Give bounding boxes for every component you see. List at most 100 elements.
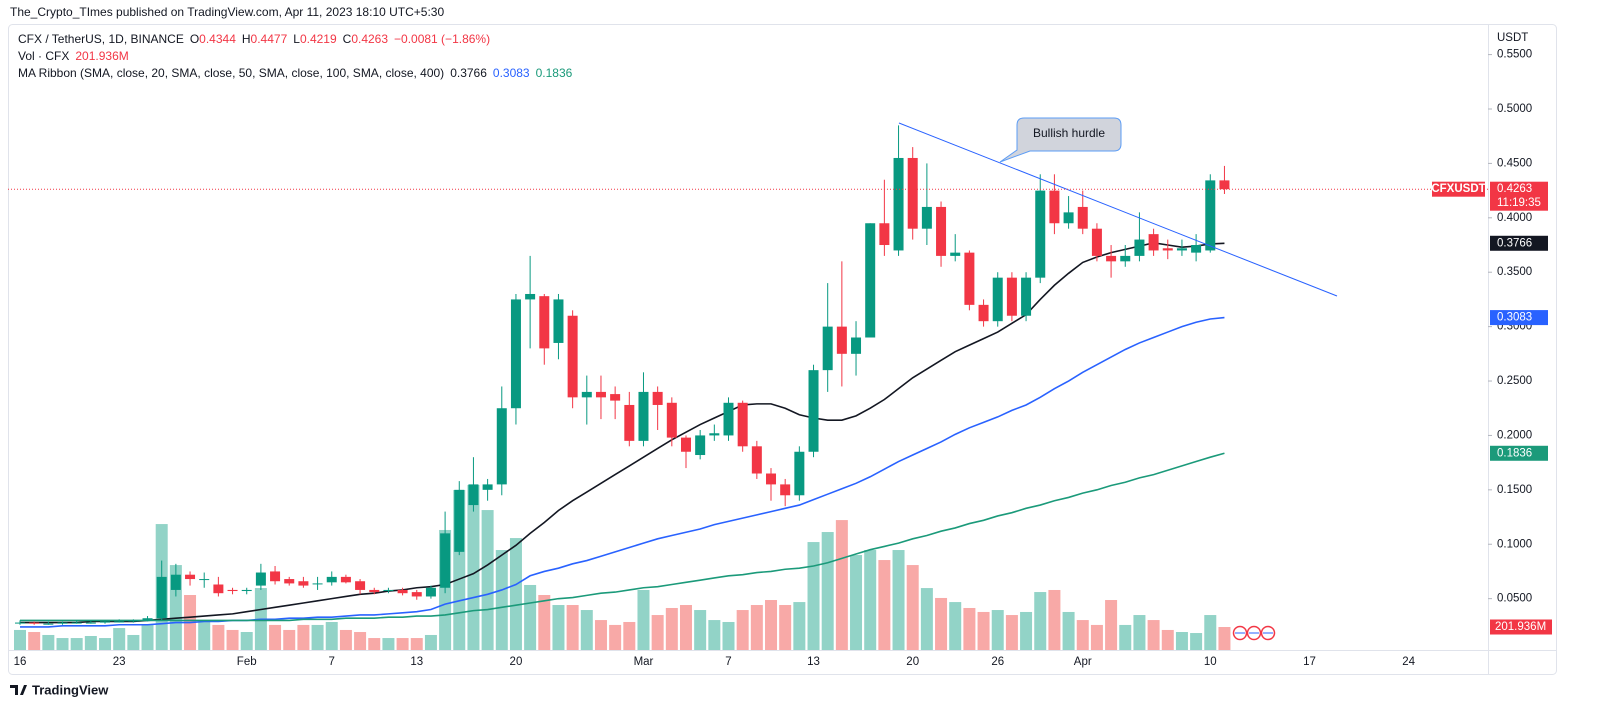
candle-body <box>1176 248 1187 251</box>
low-value: 0.4219 <box>300 32 337 46</box>
candle-body <box>907 157 918 229</box>
volume-bar <box>594 620 607 650</box>
candle-body <box>666 402 677 438</box>
brand-name: TradingView <box>32 682 109 697</box>
candle-body <box>822 326 833 371</box>
candle-body <box>737 402 748 447</box>
ma-price-box <box>1490 310 1548 326</box>
volume-bar <box>1147 620 1160 650</box>
volume-bar <box>212 624 225 650</box>
volume-bar <box>1005 615 1018 650</box>
volume-bar <box>1048 589 1061 650</box>
x-tick-label: 10 <box>1204 656 1217 668</box>
candle-body <box>326 576 337 583</box>
ma-line <box>20 316 1225 628</box>
candle-body <box>1134 239 1145 256</box>
volume-bar <box>368 638 381 650</box>
candle-body <box>1035 190 1046 278</box>
ma100-value: 0.1836 <box>536 66 573 80</box>
candle-body <box>185 574 196 580</box>
volume-bar <box>467 485 480 650</box>
y-tick-label: 0.1500 <box>1497 484 1532 496</box>
ma-price-label: 0.3083 <box>1497 312 1532 324</box>
ma-legend: MA Ribbon (SMA, close, 20, SMA, close, 5… <box>18 66 573 80</box>
candle-body <box>766 473 777 485</box>
volume-bar <box>410 638 423 650</box>
symbol: CFX / TetherUS, 1D, BINANCE <box>18 32 184 46</box>
ma50-value: 0.3083 <box>493 66 530 80</box>
volume-bar <box>793 602 806 650</box>
volume-bar <box>722 621 735 650</box>
volume-bar <box>240 632 253 650</box>
candle-body <box>893 157 904 251</box>
candle-body <box>936 206 947 256</box>
volume-bar <box>977 611 990 650</box>
candle-body <box>100 621 111 623</box>
volume-bar <box>821 532 834 650</box>
volume-bar <box>1204 615 1217 650</box>
volume-bar <box>28 632 41 650</box>
candle-body <box>15 622 25 624</box>
candle-body <box>865 223 876 338</box>
volume-bar <box>354 632 367 650</box>
y-tick-label: 0.1000 <box>1497 538 1532 550</box>
logo-icon <box>10 685 27 695</box>
ma-price-box <box>1490 445 1548 461</box>
brand-logo: TradingView <box>10 682 109 697</box>
ma-label: MA Ribbon (SMA, close, 20, SMA, close, 5… <box>18 66 444 80</box>
candle-body <box>1162 248 1173 251</box>
y-tick-label: 0.5000 <box>1497 103 1532 115</box>
change: −0.0081 (−1.86%) <box>394 32 490 46</box>
volume-bar <box>297 624 310 650</box>
candle-body <box>510 299 521 409</box>
volume-bar <box>1034 592 1047 650</box>
candle-body <box>836 326 847 354</box>
candle-body <box>156 576 167 619</box>
volume-bar <box>637 589 650 650</box>
candle-body <box>468 484 479 506</box>
volume-bar <box>325 621 338 650</box>
candle-body <box>142 618 153 621</box>
x-tick-label: 20 <box>906 656 919 668</box>
volume-bar <box>1062 611 1075 650</box>
x-tick-label: 13 <box>410 656 423 668</box>
candle-body <box>255 572 266 586</box>
candle-body <box>1219 180 1230 190</box>
last-price-box <box>1490 181 1548 211</box>
volume-bar <box>42 634 55 650</box>
candle-body <box>638 391 649 441</box>
l-label: L <box>293 32 300 46</box>
candle-body <box>553 299 564 343</box>
candle-body <box>1205 180 1216 251</box>
candle-body <box>57 622 68 624</box>
ma20-value: 0.3766 <box>450 66 487 80</box>
candle-body <box>411 592 422 597</box>
x-tick-label: Apr <box>1074 656 1092 668</box>
candle-body <box>1049 190 1060 224</box>
candle-body <box>213 584 224 594</box>
candle-body <box>170 574 181 590</box>
volume-bar <box>56 638 69 650</box>
x-tick-label: 16 <box>14 656 27 668</box>
volume-bar <box>382 638 395 650</box>
volume-bar <box>1190 633 1203 650</box>
volume-bar <box>1218 627 1231 650</box>
volume-bar <box>1133 615 1146 650</box>
callout-text: Bullish hurdle <box>1033 126 1105 140</box>
candle-body <box>397 589 408 594</box>
volume-bar <box>991 610 1004 650</box>
candle-body <box>851 337 862 354</box>
volume-bar <box>1076 620 1089 650</box>
event-flags <box>1232 625 1276 641</box>
volume-bar <box>1090 624 1103 650</box>
candle-body <box>680 437 691 452</box>
candle-body <box>992 277 1003 322</box>
volume-bar <box>524 584 537 650</box>
volume-layer <box>14 485 1231 650</box>
candle-body <box>808 370 819 452</box>
candle-body <box>71 622 82 624</box>
ma-layer <box>20 242 1225 628</box>
volume-bar <box>864 550 877 650</box>
volume-bar <box>963 607 976 650</box>
volume-bar <box>113 628 126 650</box>
